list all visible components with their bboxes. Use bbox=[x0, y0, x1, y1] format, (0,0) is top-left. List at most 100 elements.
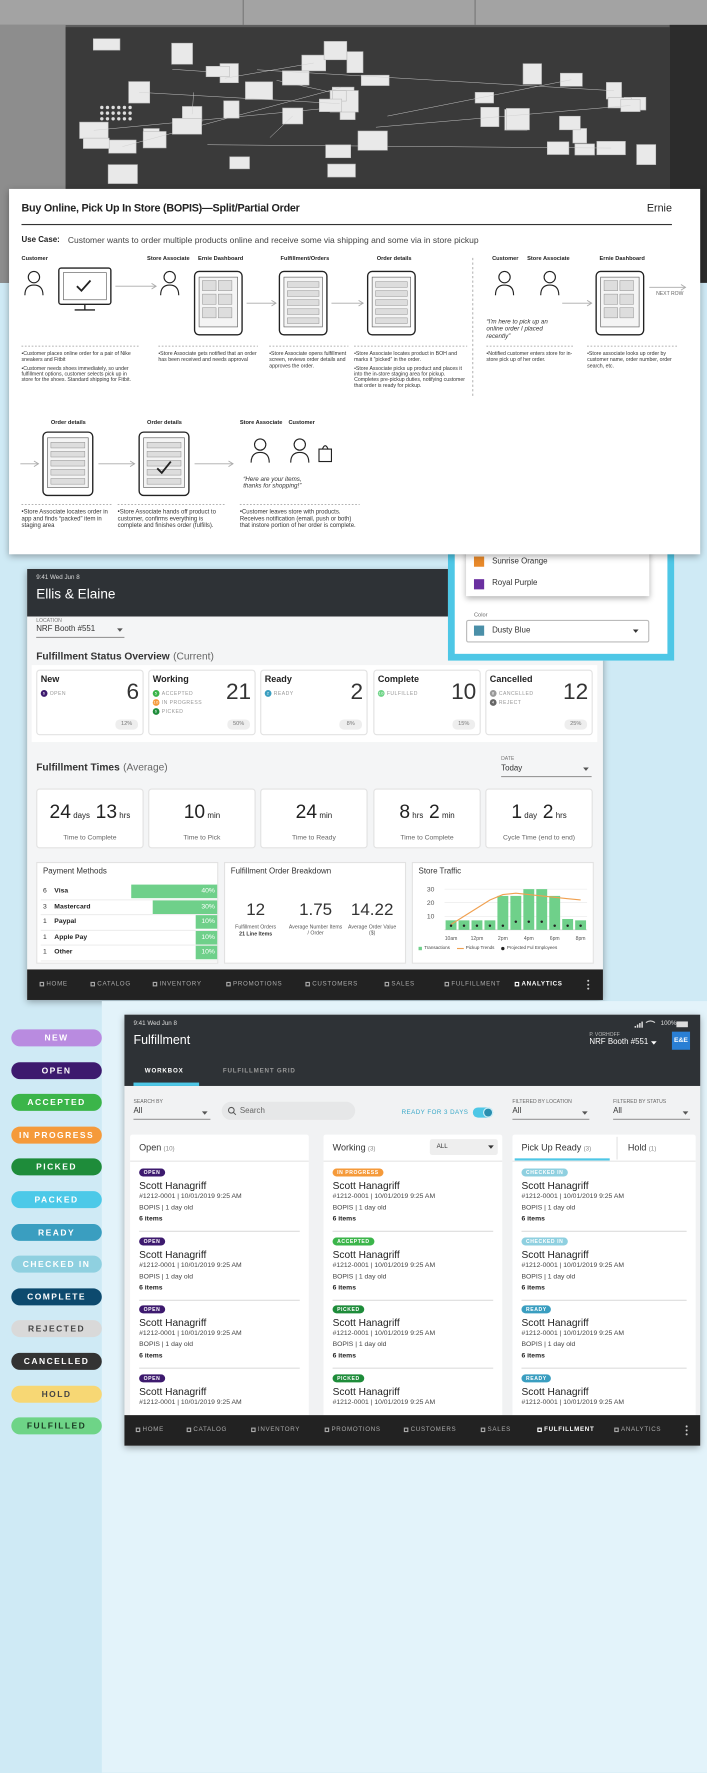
nav-item[interactable]: SALES bbox=[480, 1426, 511, 1434]
payment-method: Other bbox=[54, 949, 73, 956]
status-pill: NEW bbox=[11, 1029, 102, 1047]
check bbox=[156, 460, 172, 475]
nav-icon bbox=[251, 1427, 256, 1433]
nav-item[interactable]: ANALYTICS bbox=[614, 1426, 661, 1434]
legend-label: Projected Ful Employees bbox=[506, 944, 558, 951]
status-card-count: 2 bbox=[350, 679, 364, 705]
kebab bbox=[587, 979, 590, 990]
nav-item[interactable]: FULFILLMENT bbox=[537, 1426, 594, 1434]
pin bbox=[105, 111, 110, 115]
time-label: Time to Complete bbox=[400, 834, 454, 842]
pin bbox=[111, 105, 115, 110]
time-number: 24 bbox=[295, 800, 318, 823]
sticky-note bbox=[323, 41, 348, 61]
time-card bbox=[485, 788, 593, 849]
sticky-note bbox=[357, 130, 388, 151]
time-card bbox=[260, 788, 368, 849]
sticky-note bbox=[171, 42, 193, 65]
next-row: NEXT ROW bbox=[656, 290, 684, 297]
nav-item[interactable]: SALES bbox=[384, 981, 415, 989]
step-label: Order details bbox=[376, 255, 412, 263]
card-order: #1212-0001 | 10/01/2019 9:25 AM bbox=[521, 1398, 625, 1406]
nav-item[interactable]: FULFILLMENT bbox=[444, 980, 501, 989]
trend-line bbox=[450, 892, 581, 925]
column-count: (10) bbox=[163, 1145, 175, 1153]
nav-item[interactable]: CUSTOMERS bbox=[403, 1426, 457, 1434]
nav-item[interactable]: PROMOTIONS bbox=[324, 1426, 381, 1434]
string bbox=[191, 92, 194, 115]
row bbox=[375, 290, 408, 297]
column-filter-value: ALL bbox=[436, 1143, 448, 1150]
nav-item[interactable]: CATALOG bbox=[186, 1426, 227, 1434]
sticky-note bbox=[574, 143, 595, 156]
x-tick-label: 2pm bbox=[498, 936, 508, 942]
arrow-head bbox=[151, 282, 157, 290]
chart-title: Store Traffic bbox=[418, 867, 462, 876]
row bbox=[287, 299, 320, 306]
step-note: •Store Associate locates product in BOH … bbox=[354, 350, 457, 363]
nav-item[interactable]: INVENTORY bbox=[251, 1426, 300, 1434]
person-head bbox=[498, 270, 511, 284]
nav-item[interactable]: CUSTOMERS bbox=[305, 981, 358, 989]
column bbox=[323, 1134, 503, 1420]
step-note: •Notified customer enters store for in-s… bbox=[486, 350, 573, 363]
nav-item[interactable]: HOME bbox=[39, 981, 68, 989]
option[interactable]: Royal Purple bbox=[492, 579, 538, 588]
status-card-count: 10 bbox=[451, 679, 477, 705]
card-name: Scott Hanagriff bbox=[139, 1248, 207, 1260]
tile bbox=[218, 280, 233, 291]
time-number: 13 bbox=[95, 800, 118, 823]
filter-label: FILTERED BY STATUS bbox=[613, 1098, 667, 1105]
legend-item: Transactions bbox=[418, 945, 450, 952]
nav-item[interactable]: INVENTORY bbox=[152, 981, 202, 989]
badge-label: READY bbox=[273, 690, 294, 697]
bar bbox=[510, 895, 522, 930]
pin bbox=[128, 105, 132, 110]
tab-indicator bbox=[133, 1082, 200, 1086]
step-notes: •Store Associate locates product in BOH … bbox=[354, 351, 467, 396]
time-unit: day bbox=[524, 812, 538, 821]
nav-item[interactable]: PROMOTIONS bbox=[226, 981, 282, 989]
tile bbox=[218, 293, 233, 305]
arrow-head bbox=[33, 460, 40, 468]
column-filter bbox=[429, 1139, 498, 1155]
status-pill: HOLD bbox=[11, 1385, 102, 1403]
status-badge: 6 OPEN bbox=[40, 690, 66, 697]
search-box[interactable] bbox=[221, 1101, 356, 1120]
option[interactable]: Sunrise Orange bbox=[492, 557, 548, 566]
nav-label: PROMOTIONS bbox=[331, 1426, 381, 1434]
pin bbox=[100, 105, 104, 110]
card-status: OPEN bbox=[139, 1168, 165, 1177]
step-label: Ernie Dashboard bbox=[599, 255, 645, 263]
status-card-count: 12 bbox=[563, 679, 589, 705]
nav-icon bbox=[135, 1427, 141, 1433]
time-number: 2 bbox=[428, 800, 440, 823]
select-value: Dusty Blue bbox=[492, 626, 531, 635]
nav-item[interactable]: HOME bbox=[135, 1426, 164, 1434]
person-body bbox=[250, 451, 270, 463]
status-share: 8% bbox=[339, 719, 362, 730]
badge-label: PICKED bbox=[161, 708, 184, 715]
tab[interactable]: FULFILLMENT GRID bbox=[222, 1067, 296, 1075]
status-card-count: 21 bbox=[225, 679, 252, 705]
card-status: IN PROGRESS bbox=[332, 1168, 384, 1177]
kebab bbox=[685, 1425, 688, 1436]
nav-label: FULFILLMENT bbox=[451, 980, 501, 988]
arrow-head bbox=[358, 299, 364, 307]
status-card-title: Working bbox=[152, 674, 189, 685]
card-channel: BOPIS | 1 day old bbox=[332, 1273, 387, 1280]
y-tick-label: 30 bbox=[427, 886, 435, 893]
date-label: DATE bbox=[501, 755, 515, 762]
tab[interactable]: WORKBOX bbox=[144, 1067, 184, 1075]
card-items: 6 items bbox=[521, 1352, 545, 1360]
nav-item[interactable]: CATALOG bbox=[90, 981, 130, 989]
payment-bar bbox=[195, 945, 218, 960]
caret bbox=[583, 767, 589, 771]
step-notes: •Store Associate gets notified that an o… bbox=[158, 351, 258, 396]
tab-indicator bbox=[514, 1158, 610, 1161]
time-value: 8 hrs 2 min bbox=[373, 801, 480, 826]
caret-shape bbox=[582, 1111, 588, 1115]
step-notes: •Store associate looks up order by custo… bbox=[587, 351, 677, 396]
nav-item[interactable]: ANALYTICS bbox=[514, 981, 563, 989]
pin bbox=[117, 111, 121, 115]
